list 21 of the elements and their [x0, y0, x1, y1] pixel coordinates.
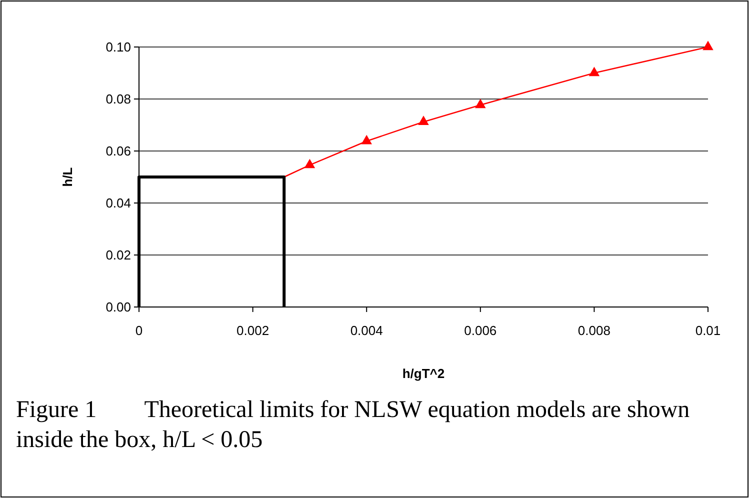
y-tick-label: 0.00: [106, 300, 131, 315]
y-tick-label: 0.02: [106, 248, 131, 263]
x-tick-label: 0: [135, 323, 143, 338]
x-axis-title: h/gT^2: [402, 366, 445, 381]
x-tick-label: 0.002: [236, 323, 270, 338]
caption: Figure 1 Theoretical limits for NLSW equation models are shown inside the box, h/L < 0.05: [16, 397, 690, 453]
point: [361, 134, 372, 144]
point: [418, 116, 429, 125]
x-tick-label: 0.004: [350, 323, 383, 338]
x-tick-label: 0.006: [464, 323, 497, 338]
point: [588, 66, 600, 76]
point: [475, 98, 486, 108]
point: [304, 158, 316, 168]
x-tick-label: 0.008: [578, 323, 610, 338]
y-tick-label: 0.04: [106, 196, 131, 211]
y-tick-label: 0.08: [106, 92, 131, 107]
y-axis-title: h/L: [60, 167, 75, 187]
point: [702, 40, 714, 50]
y-tick-label: 0.10: [106, 40, 131, 55]
x-tick-label: 0.01: [695, 323, 721, 338]
y-tick-label: 0.06: [106, 144, 131, 159]
